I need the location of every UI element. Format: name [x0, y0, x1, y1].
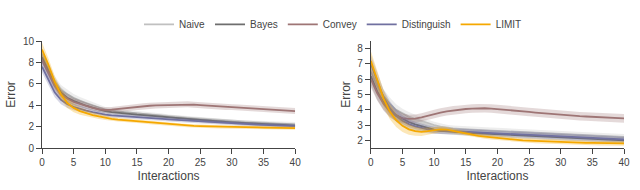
svg-text:Distinguish: Distinguish [402, 19, 451, 30]
svg-text:LIMIT: LIMIT [496, 19, 522, 30]
svg-text:2: 2 [28, 121, 34, 132]
svg-text:6: 6 [28, 78, 34, 89]
svg-text:15: 15 [460, 157, 472, 168]
svg-text:Naive: Naive [179, 19, 205, 30]
svg-text:0: 0 [39, 157, 45, 168]
svg-text:4: 4 [28, 100, 34, 111]
svg-text:8: 8 [28, 57, 34, 68]
svg-text:7: 7 [357, 58, 363, 69]
svg-text:30: 30 [226, 157, 238, 168]
svg-text:20: 20 [492, 157, 504, 168]
svg-text:Bayes: Bayes [250, 19, 278, 30]
svg-text:35: 35 [258, 157, 270, 168]
svg-text:25: 25 [523, 157, 535, 168]
svg-text:Error: Error [339, 81, 353, 108]
svg-text:10: 10 [429, 157, 441, 168]
svg-text:40: 40 [618, 157, 630, 168]
svg-text:40: 40 [290, 157, 302, 168]
svg-text:15: 15 [131, 157, 143, 168]
svg-text:0: 0 [28, 143, 34, 154]
svg-text:2: 2 [357, 135, 363, 146]
svg-text:35: 35 [587, 157, 599, 168]
svg-text:20: 20 [163, 157, 175, 168]
svg-text:Interactions: Interactions [138, 169, 200, 183]
svg-text:4: 4 [357, 104, 363, 115]
svg-text:5: 5 [357, 89, 363, 100]
svg-text:10: 10 [23, 36, 35, 47]
svg-text:25: 25 [195, 157, 207, 168]
svg-text:Convey: Convey [323, 19, 357, 30]
svg-text:5: 5 [400, 157, 406, 168]
svg-text:Interactions: Interactions [466, 169, 528, 183]
svg-text:5: 5 [71, 157, 77, 168]
svg-text:6: 6 [357, 74, 363, 85]
svg-text:Error: Error [4, 81, 18, 108]
svg-text:8: 8 [357, 43, 363, 54]
svg-text:0: 0 [368, 157, 374, 168]
svg-text:10: 10 [100, 157, 112, 168]
svg-text:30: 30 [555, 157, 567, 168]
svg-text:3: 3 [357, 120, 363, 131]
